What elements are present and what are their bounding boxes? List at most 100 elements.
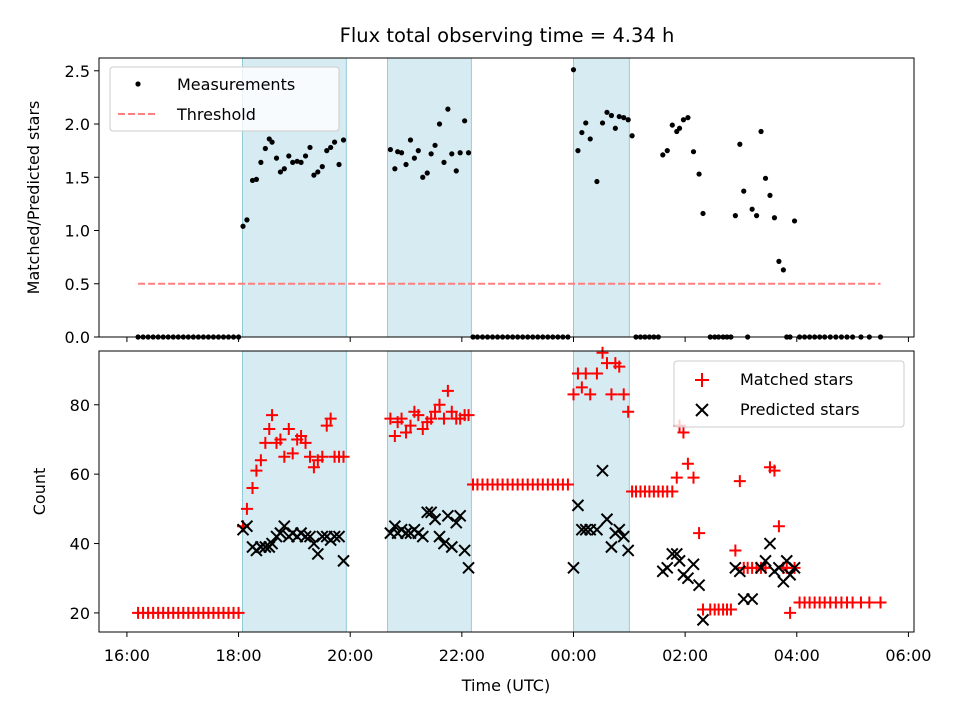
- chart-title: Flux total observing time = 4.34 h: [340, 24, 675, 47]
- x-tick-label: 06:00: [885, 646, 931, 665]
- predicted-star-point: [416, 530, 429, 543]
- measurement-point: [441, 159, 447, 165]
- measurement-point: [758, 128, 764, 135]
- predicted-star-point: [670, 547, 683, 561]
- matched-star-point: [404, 419, 417, 432]
- measurement-point: [685, 115, 691, 121]
- matched-star-point: [295, 429, 308, 442]
- measurement-point: [277, 169, 284, 175]
- measurement-point: [340, 137, 347, 143]
- bottom-y-tick-label: 60: [70, 465, 90, 484]
- predicted-star-point: [613, 523, 626, 536]
- measurement-point: [307, 144, 313, 151]
- matched-star-point: [246, 482, 259, 495]
- matched-star-point: [729, 544, 742, 557]
- matched-star-point: [240, 502, 253, 515]
- predicted-star-point: [399, 526, 413, 540]
- x-tick-label: 16:00: [104, 646, 150, 665]
- predicted-star-point: [450, 516, 463, 529]
- measurement-point: [411, 155, 417, 161]
- matched-star-point: [400, 426, 413, 439]
- measurement-point: [762, 175, 769, 181]
- measurement-point: [700, 210, 706, 217]
- matched-star-point: [437, 412, 450, 425]
- bottom-y-tick-label: 20: [70, 604, 90, 623]
- predicted-star-point: [316, 530, 329, 543]
- predicted-star-point: [462, 561, 475, 575]
- measurement-point: [240, 223, 246, 229]
- matched-star-point: [384, 412, 397, 425]
- matched-star-point: [324, 412, 337, 425]
- matched-star-point: [282, 423, 295, 436]
- top-legend-frame: [109, 66, 340, 132]
- measurement-point: [776, 258, 782, 264]
- x-tick-label: 22:00: [439, 646, 485, 665]
- matched-star-point: [412, 409, 425, 422]
- measurement-point: [587, 136, 593, 142]
- measurement-point: [579, 129, 585, 136]
- matched-star-point: [266, 409, 279, 422]
- top-axes-frame: [98, 57, 915, 338]
- measurement-point: [407, 137, 414, 143]
- predicted-star-point: [617, 530, 630, 543]
- matched-star-point: [681, 457, 694, 470]
- matched-star-point: [666, 485, 679, 498]
- measurement-point: [403, 161, 409, 168]
- measurement-point: [604, 109, 610, 115]
- measurement-point: [249, 177, 256, 184]
- bottom-legend: Matched stars Predicted stars: [673, 360, 905, 428]
- matched-star-point: [874, 596, 887, 609]
- predicted-star-point: [745, 592, 759, 606]
- matched-star-point: [320, 419, 333, 432]
- legend-measurements-label: Measurements: [177, 75, 295, 94]
- matched-star-point: [337, 450, 350, 463]
- predicted-star-point: [433, 530, 446, 543]
- matched-star-point: [307, 461, 320, 474]
- predicted-star-point: [259, 540, 272, 554]
- matched-star-point: [254, 454, 267, 467]
- predicted-star-point: [424, 506, 438, 519]
- predicted-star-point: [278, 519, 291, 533]
- measurement-point: [732, 213, 738, 219]
- measurement-point: [273, 155, 280, 161]
- predicted-star-point: [783, 568, 797, 581]
- measurement-point: [302, 153, 309, 159]
- measurement-point: [311, 172, 317, 178]
- matched-star-point: [259, 436, 272, 449]
- measurement-point: [428, 151, 434, 157]
- predicted-star-point: [307, 537, 321, 550]
- measurement-point: [290, 159, 296, 165]
- matched-star-point: [388, 429, 401, 442]
- measurement-point: [328, 144, 334, 151]
- predicted-star-point: [265, 537, 279, 550]
- predicted-star-point: [388, 519, 402, 533]
- bottom-y-axis-label: Count: [30, 468, 49, 516]
- matched-star-point: [395, 412, 408, 425]
- measurement-point: [629, 133, 635, 139]
- matched-star-point: [304, 450, 317, 463]
- predicted-star-point: [458, 544, 471, 557]
- measurement-point: [749, 206, 755, 212]
- top-y-tick-label: 2.0: [65, 115, 90, 134]
- measurement-point: [457, 150, 463, 156]
- measurement-point: [262, 145, 268, 152]
- legend-matched-label: Matched stars: [740, 370, 853, 389]
- matched-star-point: [687, 471, 700, 484]
- predicted-star-point: [571, 499, 585, 512]
- measurement-point: [324, 148, 330, 154]
- matched-star-point: [567, 388, 580, 401]
- measurement-point: [244, 217, 250, 223]
- matched-star-point: [590, 367, 603, 380]
- matched-star-point: [278, 450, 291, 463]
- measurement-point: [432, 142, 438, 148]
- bottom-legend-frame: [673, 360, 905, 428]
- matched-star-point: [733, 475, 746, 488]
- predicted-star-point: [332, 530, 346, 543]
- bottom-data-marks: [132, 346, 887, 627]
- predicted-star-point: [605, 540, 618, 554]
- measurement-point: [608, 112, 615, 119]
- matched-star-point: [605, 388, 618, 401]
- bottom-observing-window-1: [242, 350, 347, 633]
- measurement-point: [395, 149, 401, 155]
- predicted-star-point: [590, 523, 604, 536]
